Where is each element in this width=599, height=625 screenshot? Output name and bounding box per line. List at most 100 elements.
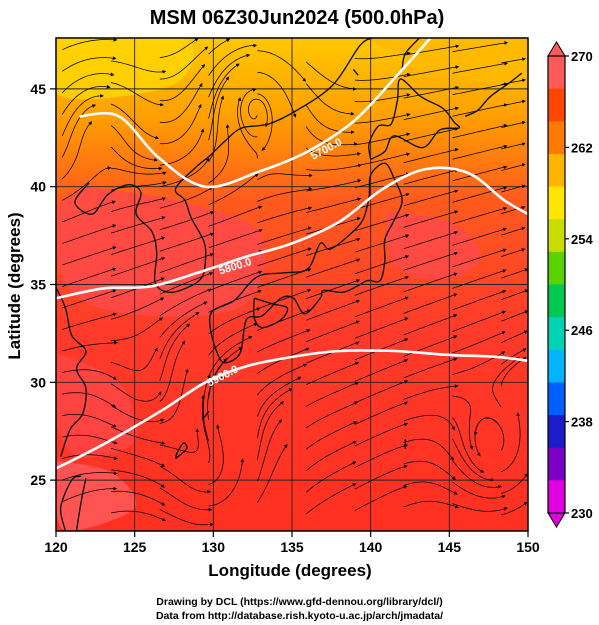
streamline bbox=[208, 229, 263, 249]
contour-line bbox=[56, 166, 528, 300]
colorbar-swatch bbox=[548, 219, 565, 253]
coastline bbox=[208, 162, 403, 364]
streamline bbox=[305, 126, 358, 146]
streamline bbox=[501, 57, 526, 64]
streamline bbox=[159, 340, 186, 403]
streamline bbox=[306, 163, 363, 171]
streamline bbox=[306, 382, 359, 407]
streamline bbox=[354, 234, 410, 253]
streamline bbox=[208, 38, 231, 55]
streamline bbox=[62, 246, 117, 266]
streamline bbox=[354, 51, 411, 60]
colorbar-tick-label: 254 bbox=[571, 232, 593, 247]
field-patch bbox=[56, 38, 194, 100]
streamline bbox=[62, 200, 116, 223]
streamline bbox=[257, 71, 297, 118]
drawing-credit: Drawing by DCL (https://www.gfd-dennou.o… bbox=[156, 596, 443, 608]
streamline bbox=[201, 394, 211, 464]
streamline bbox=[159, 301, 208, 338]
streamline bbox=[159, 312, 200, 359]
streamline bbox=[257, 363, 308, 396]
streamline bbox=[452, 331, 506, 354]
streamline bbox=[452, 123, 508, 139]
streamline bbox=[159, 64, 206, 102]
streamline bbox=[62, 267, 117, 287]
streamline bbox=[305, 104, 355, 134]
streamline bbox=[452, 103, 508, 117]
streamline bbox=[208, 307, 261, 335]
streamline bbox=[159, 368, 189, 424]
streamline bbox=[354, 275, 409, 296]
streamline bbox=[159, 38, 199, 58]
streamline bbox=[159, 323, 191, 381]
chart-title: MSM 06Z30Jun2024 (500.0hPa) bbox=[150, 7, 445, 29]
streamline bbox=[159, 82, 203, 123]
streamline bbox=[208, 63, 240, 119]
coastline bbox=[56, 286, 87, 457]
streamline bbox=[159, 186, 214, 209]
streamline bbox=[354, 152, 411, 167]
streamline bbox=[257, 187, 313, 202]
streamline bbox=[306, 237, 361, 256]
x-tick-label: 135 bbox=[280, 539, 304, 555]
streamline bbox=[208, 173, 259, 206]
streamline bbox=[62, 38, 118, 51]
coastline bbox=[174, 442, 188, 460]
streamline bbox=[111, 297, 165, 320]
streamline bbox=[403, 85, 460, 99]
streamline bbox=[306, 299, 361, 321]
streamline bbox=[501, 226, 526, 236]
streamline bbox=[62, 56, 117, 72]
y-tick-label: 25 bbox=[30, 472, 46, 488]
streamline bbox=[257, 444, 288, 503]
streamline bbox=[403, 384, 459, 400]
streamline bbox=[159, 46, 209, 80]
coastline bbox=[252, 297, 289, 329]
streamline bbox=[474, 417, 502, 457]
y-tick-label: 40 bbox=[30, 179, 46, 195]
y-axis-label: Latitude (degrees) bbox=[5, 212, 24, 359]
contour-line bbox=[56, 349, 528, 470]
colorbar-max-arrow bbox=[547, 41, 566, 57]
streamline bbox=[354, 317, 409, 339]
streamline bbox=[240, 87, 258, 138]
grid-lines bbox=[56, 38, 528, 531]
streamline bbox=[237, 97, 258, 159]
streamline bbox=[305, 420, 358, 450]
streamline bbox=[257, 419, 282, 482]
streamline bbox=[111, 347, 158, 371]
streamline bbox=[306, 320, 360, 343]
contour-line bbox=[79, 38, 432, 189]
streamline bbox=[305, 61, 357, 91]
colorbar-swatch bbox=[548, 121, 565, 155]
streamline bbox=[62, 413, 117, 428]
colorbar-swatch bbox=[548, 317, 565, 351]
y-axis: 25 30 35 40 45 bbox=[30, 81, 56, 488]
streamline bbox=[403, 481, 458, 495]
streamline bbox=[452, 144, 508, 160]
streamline bbox=[452, 165, 508, 182]
streamline bbox=[208, 347, 243, 399]
coastline bbox=[464, 72, 523, 117]
colorbar-swatch bbox=[548, 415, 565, 449]
streamline bbox=[159, 288, 212, 317]
streamline bbox=[111, 60, 167, 74]
streamline bbox=[62, 312, 117, 330]
colorbar-swatch bbox=[548, 251, 565, 285]
streamline bbox=[208, 322, 258, 356]
colorbar-swatch bbox=[548, 349, 565, 383]
streamline bbox=[452, 289, 507, 311]
streamline bbox=[62, 121, 93, 180]
streamline bbox=[110, 404, 165, 423]
streamline bbox=[257, 206, 312, 224]
streamline bbox=[501, 412, 521, 473]
streamline bbox=[110, 236, 166, 256]
streamline bbox=[452, 417, 485, 473]
streamline bbox=[159, 128, 205, 166]
streamline bbox=[501, 348, 527, 365]
streamline bbox=[501, 184, 526, 193]
streamline bbox=[111, 181, 167, 191]
streamline bbox=[354, 296, 409, 318]
streamline bbox=[208, 289, 262, 313]
